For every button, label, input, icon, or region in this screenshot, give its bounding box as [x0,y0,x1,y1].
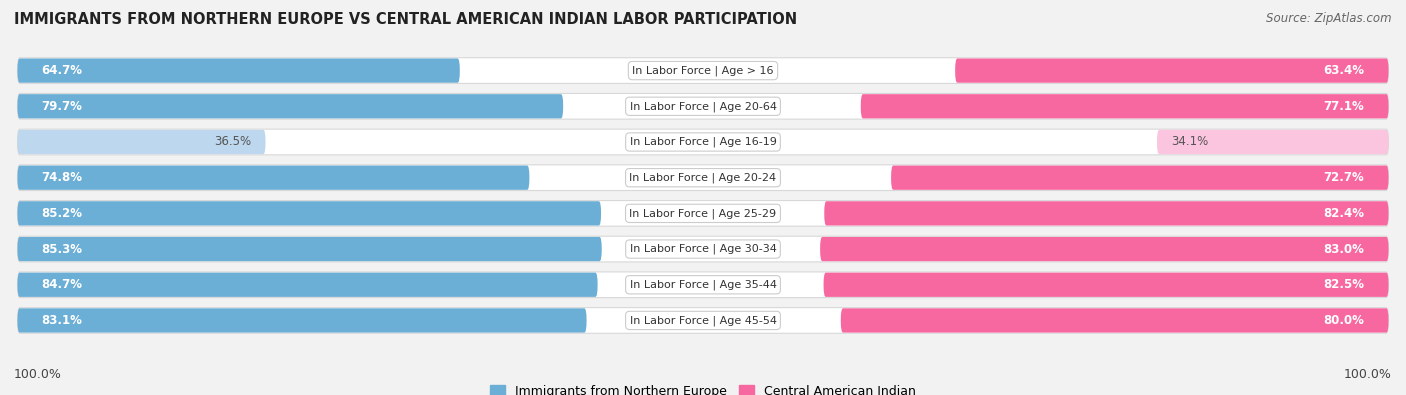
Text: Source: ZipAtlas.com: Source: ZipAtlas.com [1267,12,1392,25]
FancyBboxPatch shape [17,273,598,297]
Text: 83.0%: 83.0% [1323,243,1364,256]
Text: 100.0%: 100.0% [14,368,62,381]
Text: In Labor Force | Age 16-19: In Labor Force | Age 16-19 [630,137,776,147]
FancyBboxPatch shape [955,58,1389,83]
Text: 63.4%: 63.4% [1323,64,1364,77]
Text: 82.4%: 82.4% [1323,207,1364,220]
Text: 72.7%: 72.7% [1323,171,1364,184]
Text: 74.8%: 74.8% [42,171,83,184]
Text: In Labor Force | Age 20-64: In Labor Force | Age 20-64 [630,101,776,111]
FancyBboxPatch shape [891,166,1389,190]
Text: 100.0%: 100.0% [1344,368,1392,381]
FancyBboxPatch shape [820,237,1389,261]
Text: 34.1%: 34.1% [1171,135,1208,149]
FancyBboxPatch shape [17,58,460,83]
FancyBboxPatch shape [17,165,1389,190]
Text: 82.5%: 82.5% [1323,278,1364,291]
Text: In Labor Force | Age 30-34: In Labor Force | Age 30-34 [630,244,776,254]
Text: 85.2%: 85.2% [42,207,83,220]
Text: In Labor Force | Age 25-29: In Labor Force | Age 25-29 [630,208,776,218]
FancyBboxPatch shape [17,166,530,190]
FancyBboxPatch shape [17,237,602,261]
Text: 84.7%: 84.7% [42,278,83,291]
Text: 64.7%: 64.7% [42,64,83,77]
FancyBboxPatch shape [17,94,1389,119]
Text: 83.1%: 83.1% [42,314,83,327]
FancyBboxPatch shape [860,94,1389,118]
FancyBboxPatch shape [824,201,1389,226]
Legend: Immigrants from Northern Europe, Central American Indian: Immigrants from Northern Europe, Central… [485,380,921,395]
FancyBboxPatch shape [17,308,586,333]
FancyBboxPatch shape [17,58,1389,83]
Text: In Labor Force | Age > 16: In Labor Force | Age > 16 [633,65,773,76]
FancyBboxPatch shape [17,236,1389,262]
Text: 79.7%: 79.7% [42,100,83,113]
FancyBboxPatch shape [17,201,600,226]
Text: 77.1%: 77.1% [1323,100,1364,113]
FancyBboxPatch shape [1157,130,1389,154]
Text: 80.0%: 80.0% [1323,314,1364,327]
FancyBboxPatch shape [824,273,1389,297]
FancyBboxPatch shape [17,94,564,118]
Text: IMMIGRANTS FROM NORTHERN EUROPE VS CENTRAL AMERICAN INDIAN LABOR PARTICIPATION: IMMIGRANTS FROM NORTHERN EUROPE VS CENTR… [14,12,797,27]
FancyBboxPatch shape [841,308,1389,333]
FancyBboxPatch shape [17,201,1389,226]
FancyBboxPatch shape [17,130,266,154]
Text: In Labor Force | Age 45-54: In Labor Force | Age 45-54 [630,315,776,326]
FancyBboxPatch shape [17,308,1389,333]
Text: 85.3%: 85.3% [42,243,83,256]
FancyBboxPatch shape [17,272,1389,297]
Text: 36.5%: 36.5% [215,135,252,149]
Text: In Labor Force | Age 20-24: In Labor Force | Age 20-24 [630,173,776,183]
FancyBboxPatch shape [17,129,1389,155]
Text: In Labor Force | Age 35-44: In Labor Force | Age 35-44 [630,280,776,290]
